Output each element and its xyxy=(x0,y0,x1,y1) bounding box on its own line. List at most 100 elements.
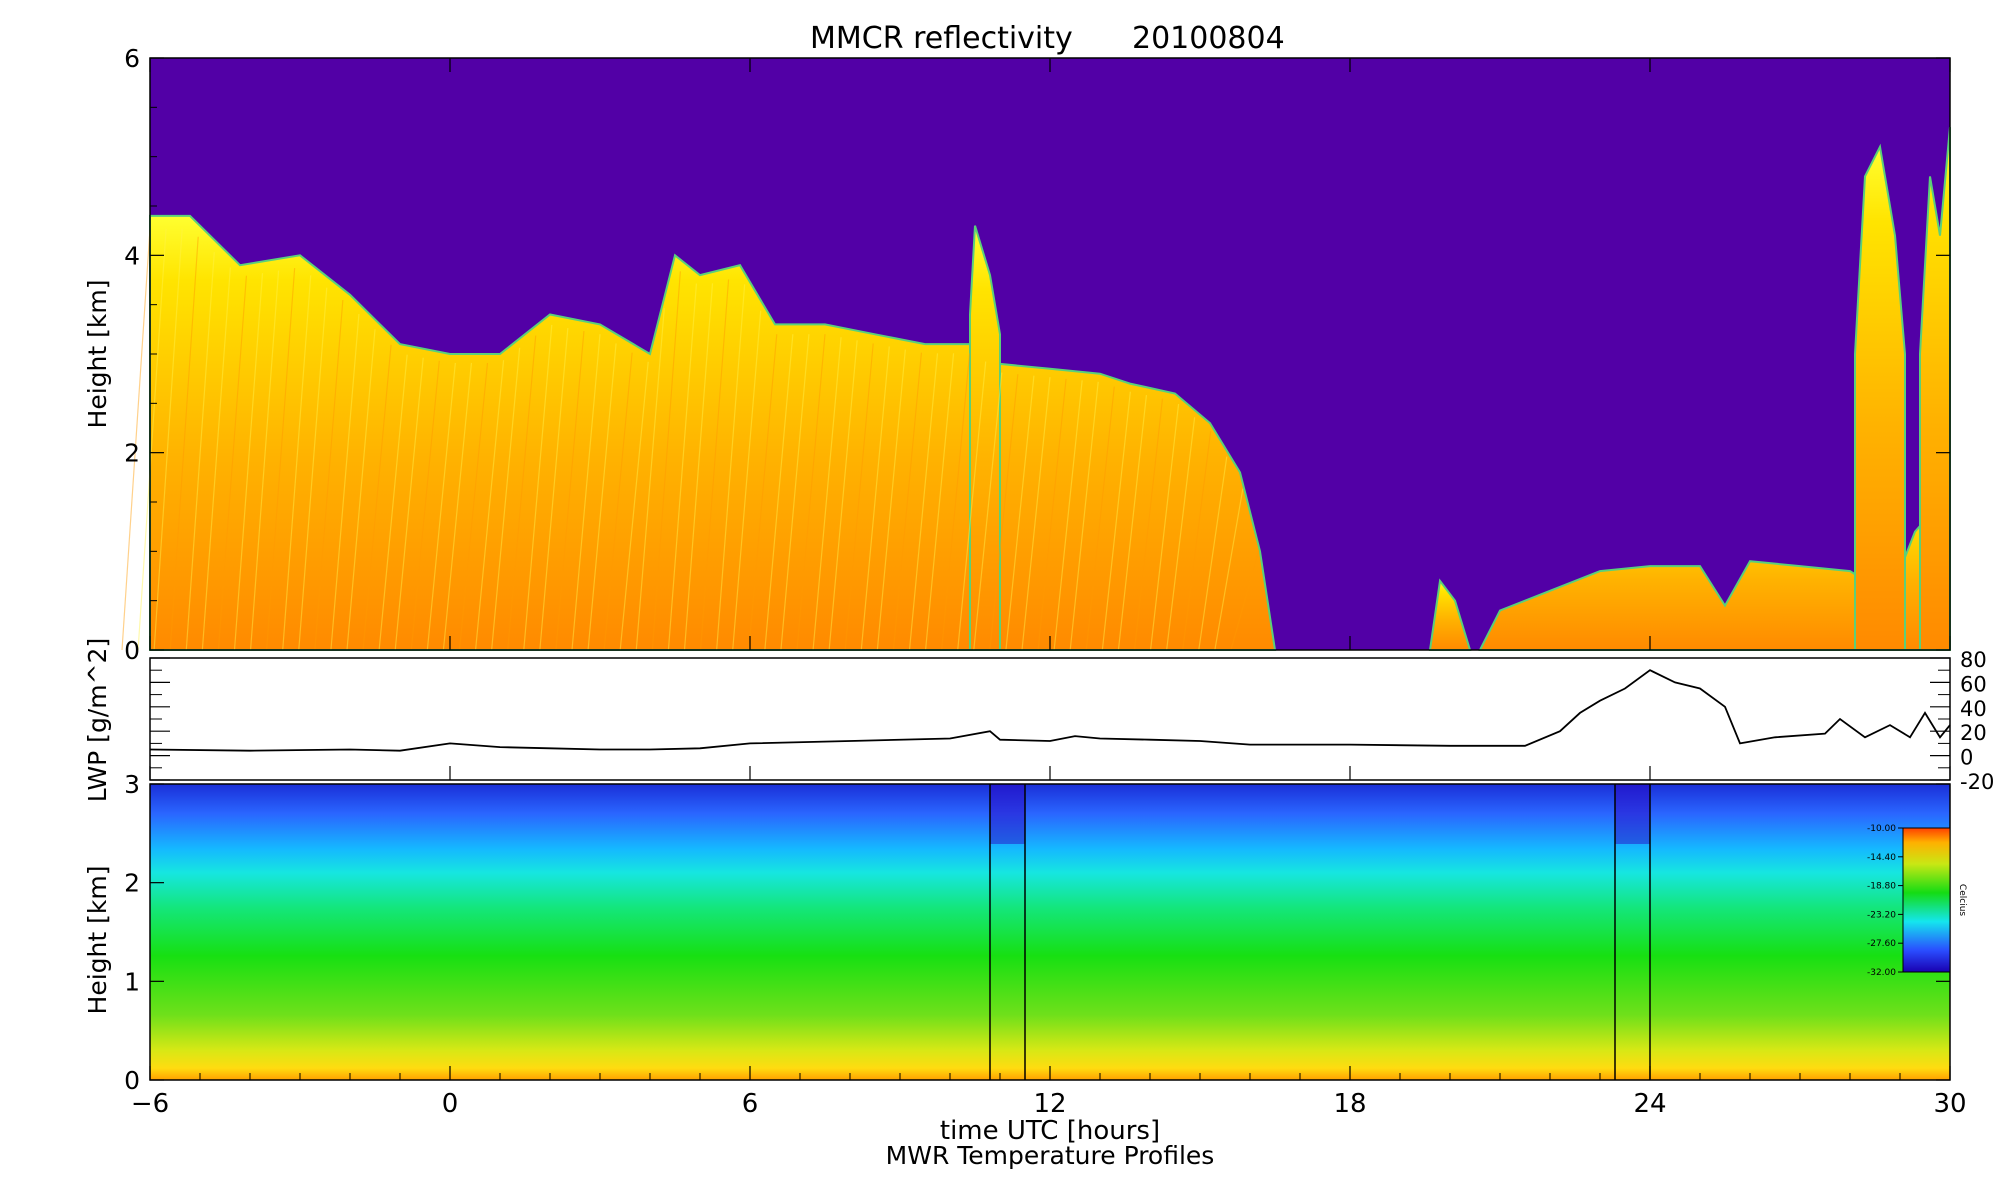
reflectivity-streak xyxy=(378,354,408,651)
temperature-field xyxy=(150,784,1950,1080)
time-tick-label: 18 xyxy=(1333,1089,1366,1119)
reflectivity-streak xyxy=(1085,386,1115,651)
temperature-gap-fill xyxy=(990,784,1025,1080)
colorbar-tick-label: -32.00 xyxy=(1867,968,1896,978)
reflectivity-streak xyxy=(1230,550,1260,651)
reflectivity-streak xyxy=(1198,456,1228,651)
reflectivity-ylabel: Height [km] xyxy=(83,280,112,429)
reflectivity-streak xyxy=(1133,398,1164,651)
reflectivity-streak xyxy=(507,335,537,651)
reflectivity-streak xyxy=(812,337,842,651)
reflectivity-panel: 0 2 4 6 Height [km] xyxy=(83,44,1951,665)
cloud-region-3 xyxy=(1854,143,1906,651)
lwp-ylabel: LWP [g/m^2] xyxy=(83,638,112,802)
bottom-title: MWR Temperature Profiles xyxy=(886,1141,1215,1170)
reflectivity-streak xyxy=(748,334,778,651)
reflectivity-streak xyxy=(828,340,858,651)
reflectivity-streak xyxy=(249,270,280,651)
reflectivity-streak xyxy=(957,361,987,651)
reflectivity-streak xyxy=(330,313,360,651)
lwp-y-tick-label: 0 xyxy=(1960,746,1973,770)
reflectivity-streak xyxy=(1037,378,1067,651)
time-tick-label: 30 xyxy=(1933,1089,1966,1119)
time-tick-label: 24 xyxy=(1633,1089,1666,1119)
temperature-gap-top xyxy=(1615,784,1650,844)
reflectivity-streak xyxy=(908,353,939,651)
reflectivity-streak xyxy=(426,362,456,651)
lwp-series-line xyxy=(149,669,1951,752)
lwp-y-tick-label: 80 xyxy=(1960,648,1987,672)
colorbar-tick-label: -23.20 xyxy=(1867,910,1896,920)
reflectivity-streak xyxy=(764,334,794,651)
temperature-y-tick-label: 1 xyxy=(124,967,140,996)
lwp-y-tick-label: 20 xyxy=(1960,721,1987,745)
colorbar-tick-label: -27.60 xyxy=(1867,939,1896,949)
reflectivity-streak xyxy=(635,308,665,651)
reflectivity-streak xyxy=(1182,430,1212,651)
colorbar-tick-label: -14.40 xyxy=(1867,853,1896,863)
reflectivity-streak xyxy=(298,287,328,651)
reflectivity-streak xyxy=(1021,377,1051,651)
time-tick-label: −6 xyxy=(131,1089,169,1119)
reflectivity-streak xyxy=(217,275,248,651)
reflectivity-streak xyxy=(539,327,569,651)
reflectivity-streak xyxy=(1117,395,1148,651)
reflectivity-streak xyxy=(716,284,746,651)
reflectivity-streak xyxy=(121,228,151,651)
time-tick-label: 6 xyxy=(742,1089,759,1119)
reflectivity-streak xyxy=(876,349,906,651)
reflectivity-streak xyxy=(1069,381,1099,651)
reflectivity-streak xyxy=(491,347,521,651)
reflectivity-streak xyxy=(892,352,923,651)
reflectivity-streak xyxy=(989,374,1019,651)
reflectivity-streak xyxy=(153,228,183,651)
lwp-y-tick-label: 40 xyxy=(1960,697,1987,721)
x-axis-label: time UTC [hours] xyxy=(940,1116,1160,1146)
reflectivity-streak xyxy=(555,331,585,651)
reflectivity-streak xyxy=(603,352,633,651)
reflectivity-streak xyxy=(169,236,199,651)
reflectivity-streak xyxy=(587,343,617,651)
reflectivity-streak xyxy=(185,252,215,651)
chart-date: 20100804 xyxy=(1132,21,1285,56)
reflectivity-streak xyxy=(844,343,874,651)
reflectivity-streak xyxy=(266,267,296,651)
time-tick-label: 0 xyxy=(442,1089,459,1119)
temperature-panel: 0 1 2 3 Height [km] -10.00 -14.40 -18.80 -23.2… xyxy=(83,770,1967,1095)
reflectivity-streak xyxy=(1101,391,1131,651)
reflectivity-streak xyxy=(137,228,167,651)
reflectivity-streak xyxy=(941,353,971,651)
reflectivity-streak xyxy=(860,346,890,651)
reflectivity-streak xyxy=(732,310,762,651)
reflectivity-streak xyxy=(619,361,649,651)
reflectivity-streak xyxy=(458,362,489,651)
cloud-layer xyxy=(121,127,1951,651)
reflectivity-streak xyxy=(1053,380,1083,651)
reflectivity-streak xyxy=(571,334,601,651)
reflectivity-streak xyxy=(683,283,714,651)
reflectivity-streak xyxy=(362,344,392,651)
reflectivity-streak xyxy=(346,329,376,651)
reflectivity-streak xyxy=(394,357,424,651)
colorbar-tick-label: -18.80 xyxy=(1867,882,1896,892)
colorbar-ticks: -10.00 -14.40 -18.80 -23.20 -27.60 -32.00 xyxy=(1867,824,1903,978)
lwp-y-tick-label: 60 xyxy=(1960,672,1987,696)
reflectivity-streak xyxy=(410,360,440,651)
reflectivity-streak xyxy=(474,360,505,651)
colorbar-label: Celcius xyxy=(1957,884,1967,916)
chart-title: MMCR reflectivity xyxy=(810,21,1073,56)
reflectivity-streak xyxy=(1005,375,1035,651)
colorbar-gradient xyxy=(1902,827,1951,973)
reflectivity-y-tick-label: 2 xyxy=(124,439,140,468)
reflectivity-streak xyxy=(314,299,344,651)
temperature-ylabel: Height [km] xyxy=(83,866,112,1015)
reflectivity-streak xyxy=(973,372,1003,651)
time-tick-label: 12 xyxy=(1033,1089,1066,1119)
colorbar: -10.00 -14.40 -18.80 -23.20 -27.60 -32.00 Cel… xyxy=(1867,824,1967,978)
reflectivity-streak xyxy=(1214,488,1244,651)
temperature-gaps xyxy=(989,784,1651,1080)
reflectivity-streak xyxy=(201,267,231,651)
